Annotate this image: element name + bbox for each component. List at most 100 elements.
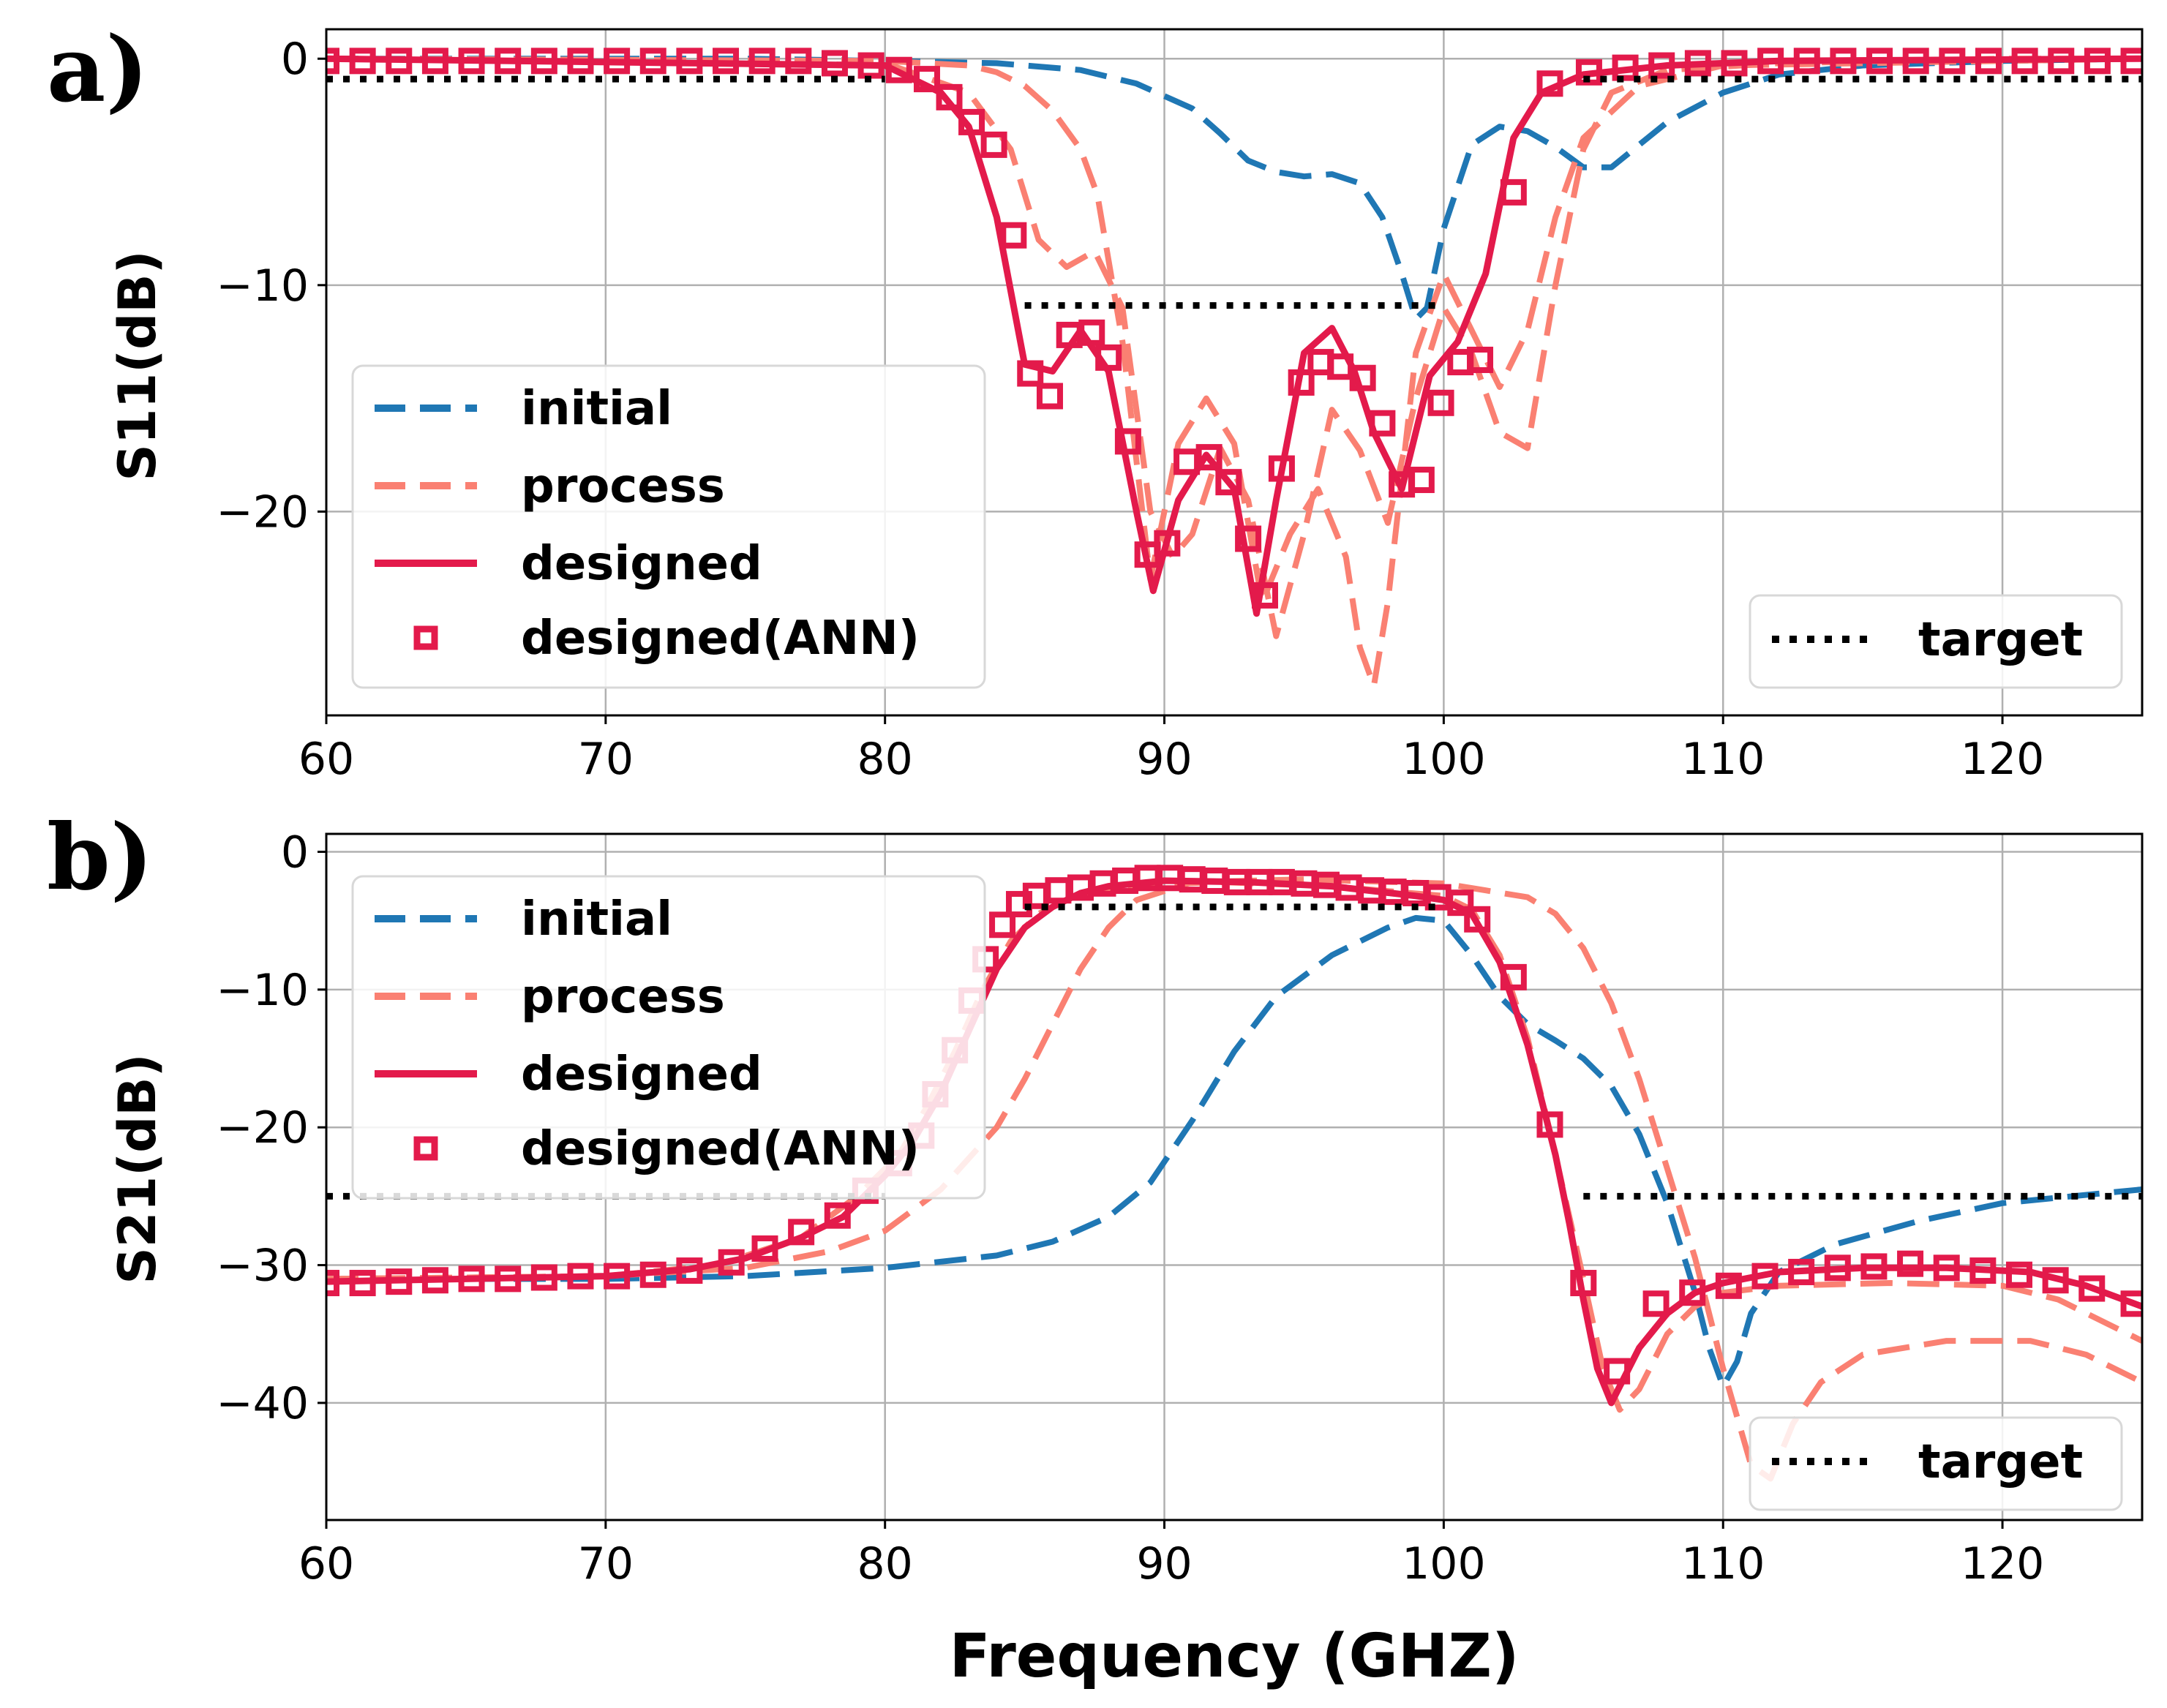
marker-designed-ann-63	[2120, 48, 2142, 75]
marker-designed-ann-51	[1684, 50, 1711, 77]
panel-a-tick-labels: 60 70 80 90 100 110 120 0 −10 −20	[216, 34, 2044, 785]
marker-designed-ann-55	[1860, 1253, 1888, 1280]
y-tick-label--20: −20	[216, 486, 309, 538]
marker-designed-ann-11	[718, 1249, 745, 1276]
marker-designed-ann-48	[1575, 59, 1602, 86]
marker-designed-ann-43	[1447, 889, 1474, 917]
marker-designed-ann-25	[1078, 319, 1105, 346]
marker-designed-ann-50	[1679, 1279, 1706, 1306]
marker-designed-ann-61	[2048, 48, 2075, 75]
marker-designed-ann-17	[913, 66, 940, 93]
marker-designed-ann-51	[1715, 1272, 1742, 1299]
panel-b-y-axis-title: S21(dB)	[108, 1053, 168, 1284]
marker-designed-ann-57	[1933, 1254, 1960, 1282]
marker-designed-ann-8	[604, 48, 631, 75]
marker-designed-ann-58	[1969, 1257, 1997, 1284]
panel-b-frame	[325, 832, 2144, 1521]
series-line-initial	[326, 56, 2142, 323]
marker-designed-ann-52	[1721, 50, 1748, 77]
panel-b-tick-labels: 60 70 80 90 100 110 120 0 −10 −20 −30 −40	[216, 827, 2044, 1590]
marker-designed-ann-4	[458, 48, 485, 75]
marker-designed-ann-53	[1757, 48, 1784, 75]
marker-designed-ann-60	[2042, 1267, 2069, 1294]
legend-a-process-label: process	[521, 459, 725, 513]
marker-designed-ann-45	[1500, 963, 1527, 990]
marker-designed-ann-32	[1215, 469, 1242, 496]
marker-designed-ann-5	[495, 48, 522, 75]
marker-designed-ann-59	[2005, 1261, 2032, 1288]
y-tick-label-0: 0	[281, 34, 309, 85]
legend-b-process-label: process	[521, 970, 725, 1024]
marker-designed-ann-49	[1642, 1290, 1670, 1317]
marker-designed-ann-49	[1612, 54, 1639, 81]
marker-designed-ann-52	[1751, 1263, 1779, 1290]
legend-a-designed-label: designed	[521, 537, 762, 591]
series-line-designed	[326, 55, 2142, 617]
marker-designed-ann-10	[676, 1257, 703, 1284]
marker-designed-ann-8	[604, 1263, 631, 1290]
marker-designed-ann-56	[1866, 48, 1893, 75]
marker-designed-ann-44	[1464, 906, 1491, 933]
y-tick-label--20: −20	[216, 1102, 309, 1154]
marker-designed-ann-9	[639, 48, 666, 75]
marker-designed-ann-14	[824, 1202, 851, 1229]
marker-designed-ann-14	[821, 50, 848, 77]
panel-b-target-legend: target	[1749, 1416, 2123, 1511]
panel-a-target-legend-box	[1749, 594, 2123, 689]
marker-designed-ann-12	[748, 48, 775, 75]
x-tick-label-60: 60	[298, 734, 354, 785]
marker-designed-ann-2	[386, 1268, 413, 1295]
series-line-process-2	[326, 56, 2142, 689]
y-tick-label-0: 0	[281, 827, 309, 878]
panel-b-target-legend-box	[1749, 1416, 2123, 1511]
panel-a-label: a)	[47, 17, 149, 123]
marker-designed-ann-0	[326, 1270, 339, 1297]
marker-designed-ann-54	[1793, 48, 1820, 75]
marker-designed-ann-22	[1017, 360, 1044, 387]
marker-designed-ann-15	[857, 52, 885, 79]
marker-designed-ann-39	[1349, 364, 1376, 391]
marker-designed-ann-23	[1036, 383, 1063, 410]
marker-designed-ann-11	[713, 48, 740, 75]
marker-designed-ann-60	[2011, 48, 2038, 75]
panel-a-y-axis-title: S11(dB)	[108, 250, 168, 481]
marker-designed-ann-26	[1095, 344, 1122, 371]
x-tick-label-110: 110	[1681, 734, 1765, 785]
y-tick-label--10: −10	[216, 965, 309, 1016]
marker-designed-ann-47	[1570, 1270, 1597, 1297]
legend-b-ann-swatch	[413, 1136, 438, 1161]
marker-designed-ann-3	[421, 1267, 448, 1294]
marker-designed-ann-61	[2078, 1275, 2106, 1302]
legend-b-initial-label: initial	[521, 892, 672, 947]
x-tick-label-100: 100	[1402, 1538, 1486, 1590]
marker-designed-ann-13	[788, 1219, 815, 1246]
marker-designed-ann-55	[1830, 48, 1857, 75]
marker-designed-ann-36	[1288, 369, 1315, 396]
marker-designed-ann-31	[1195, 444, 1223, 471]
legend-b-ann-label: designed(ANN)	[521, 1122, 920, 1176]
marker-designed-ann-12	[751, 1235, 778, 1262]
panel-a-legend: initial process designed designed(ANN)	[351, 364, 986, 689]
marker-designed-ann-1	[349, 48, 376, 75]
marker-designed-ann-27	[1114, 428, 1141, 455]
panel-b-legend: initial process designed designed(ANN)	[351, 875, 986, 1200]
series-line-process-1	[326, 56, 2142, 639]
marker-designed-ann-6	[530, 48, 557, 75]
marker-designed-ann-7	[567, 1263, 594, 1290]
legend-a-initial-label: initial	[521, 382, 672, 436]
y-tick-label--40: −40	[216, 1378, 309, 1429]
legend-a-ann-label: designed(ANN)	[521, 612, 920, 666]
panel-b-legend-box	[351, 875, 986, 1200]
marker-designed-ann-46	[1500, 178, 1527, 206]
legend-a-ann-swatch	[413, 625, 438, 650]
x-axis-title: Frequency (GHZ)	[950, 1622, 1520, 1691]
marker-designed-ann-59	[1975, 48, 2002, 75]
marker-designed-ann-19	[958, 108, 985, 135]
panel-a-frame	[325, 28, 2144, 717]
marker-designed-ann-22	[989, 911, 1016, 938]
marker-designed-ann-7	[567, 48, 594, 75]
x-tick-label-80: 80	[857, 734, 913, 785]
panel-a: a) S11(dB) 60 70 80 90 100 110 120 0 −10 −20 init…	[47, 17, 2144, 785]
panel-b: b) S21(dB) 60 70 80 90 100 110 120 0 −10 −20 −30 −4…	[47, 805, 2144, 1590]
